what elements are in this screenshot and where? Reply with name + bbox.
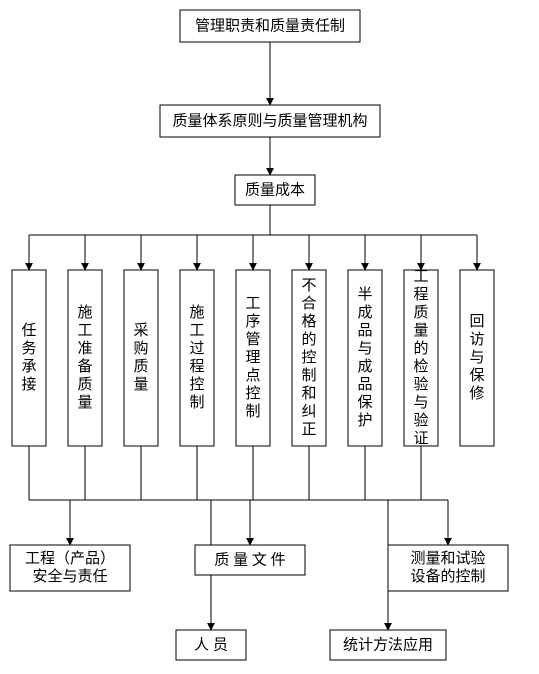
- node-label-n2: 质量体系原则与质量管理机构: [172, 112, 367, 129]
- node-label2-b1: 安全与责任: [32, 567, 107, 585]
- node-label-b2: 质 量 文 件: [214, 551, 285, 568]
- node-label-v6: 不合格的控制和纠正: [301, 278, 316, 438]
- flowchart-canvas: 管理职责和质量责任制质量体系原则与质量管理机构质量成本任务承接施工准备质量采购质…: [0, 0, 539, 674]
- node-label1-b3: 测量和试验: [410, 550, 485, 567]
- node-label-v5: 工序管理点控制: [245, 296, 260, 420]
- node-label-n3: 质量成本: [245, 181, 305, 198]
- node-label-b4: 人 员: [194, 636, 228, 653]
- node-label1-b1: 工程（产品）: [25, 550, 115, 567]
- node-label-n1: 管理职责和质量责任制: [195, 17, 345, 34]
- node-label-b5: 统计方法应用: [343, 635, 433, 653]
- node-label-v9: 回访与保修: [469, 313, 484, 402]
- node-label2-b3: 设备的控制: [410, 568, 485, 585]
